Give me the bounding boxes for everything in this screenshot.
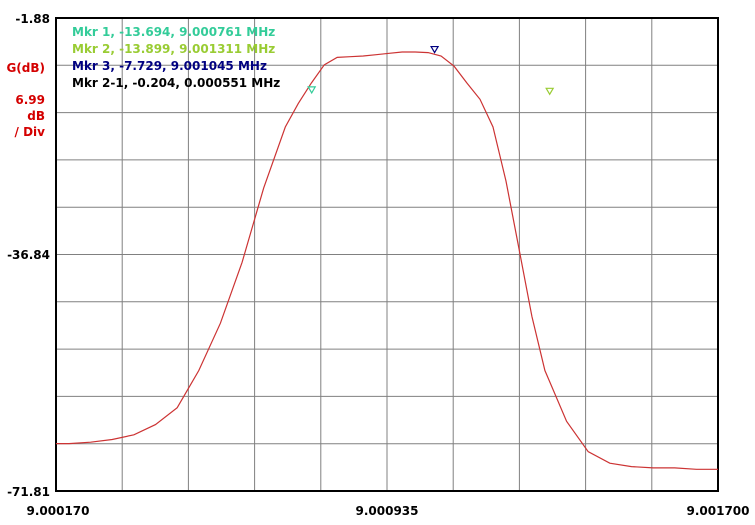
y-axis-label: G(dB)	[6, 61, 45, 75]
gain-trace	[56, 51, 718, 470]
marker-1-triangle	[307, 86, 317, 95]
y-tick-label-middle: -36.84	[7, 248, 50, 262]
marker-2-triangle	[545, 87, 555, 96]
marker-1-readout: Mkr 1, -13.694, 9.000761 MHz	[72, 25, 275, 39]
marker-delta-readout: Mkr 2-1, -0.204, 0.000551 MHz	[72, 76, 280, 90]
grid	[56, 18, 718, 491]
marker-3-readout: Mkr 3, -7.729, 9.001045 MHz	[72, 59, 267, 73]
marker-2-readout: Mkr 2, -13.899, 9.001311 MHz	[72, 42, 275, 56]
x-tick-label-center: 9.000935	[355, 504, 418, 518]
marker-3-triangle	[430, 45, 440, 54]
y-tick-label-bottom: -71.81	[7, 485, 50, 499]
x-tick-label-start: 9.000170	[26, 504, 89, 518]
x-tick-label-stop: 9.001700	[686, 504, 749, 518]
plot-frame	[55, 17, 719, 492]
marker-triangles	[307, 45, 555, 96]
y-tick-label-top: -1.88	[15, 12, 50, 26]
scale-unit-per-div: / Div	[15, 125, 46, 139]
scale-per-div-value: 6.99	[15, 93, 45, 107]
scale-unit-db: dB	[27, 109, 45, 123]
